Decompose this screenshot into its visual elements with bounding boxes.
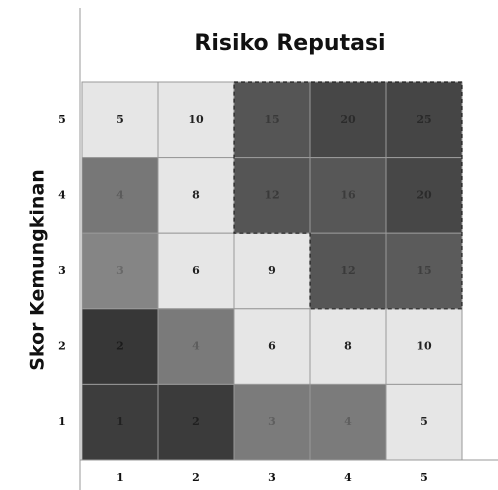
heatmap-cell bbox=[385, 308, 463, 385]
y-tick-label: 3 bbox=[58, 264, 66, 277]
heatmap-cell bbox=[157, 308, 235, 385]
cell-label: 10 bbox=[416, 340, 432, 353]
cell-label: 3 bbox=[268, 415, 276, 428]
cell-label: 2 bbox=[116, 340, 124, 353]
heatmap-cell bbox=[233, 308, 311, 385]
cell-label: 4 bbox=[116, 188, 124, 201]
heatmap-cell bbox=[157, 383, 235, 461]
heatmap-cell bbox=[157, 81, 235, 159]
cell-label: 2 bbox=[192, 415, 200, 428]
heatmap-cell bbox=[233, 232, 311, 310]
y-tick-label: 2 bbox=[58, 340, 66, 353]
y-tick-label: 1 bbox=[58, 415, 66, 428]
heatmap-cell bbox=[385, 383, 463, 461]
cell-label: 6 bbox=[192, 264, 200, 277]
heatmap-cell bbox=[309, 232, 387, 310]
cell-label: 12 bbox=[264, 188, 279, 201]
y-axis-title: Skor Kemungkinan bbox=[27, 169, 49, 371]
heatmap-cell bbox=[233, 383, 311, 461]
cell-label: 5 bbox=[420, 415, 428, 428]
heatmap-cell bbox=[81, 157, 159, 234]
cell-label: 8 bbox=[344, 340, 352, 353]
cell-label: 1 bbox=[116, 415, 124, 428]
cell-label: 15 bbox=[416, 264, 431, 277]
cell-label: 3 bbox=[116, 264, 124, 277]
cell-label: 4 bbox=[192, 340, 200, 353]
heatmap-cell bbox=[385, 232, 463, 310]
cell-label: 5 bbox=[116, 113, 124, 126]
heatmap-cell bbox=[385, 81, 463, 159]
cell-label: 20 bbox=[340, 113, 356, 126]
heatmap-cell bbox=[385, 157, 463, 234]
cell-label: 10 bbox=[188, 113, 204, 126]
heatmap-cell bbox=[81, 383, 159, 461]
cell-label: 12 bbox=[340, 264, 355, 277]
x-tick-label: 4 bbox=[344, 471, 352, 484]
cell-label: 9 bbox=[268, 264, 276, 277]
cell-label: 16 bbox=[340, 188, 356, 201]
chart-title: Risiko Reputasi bbox=[194, 31, 385, 56]
cell-label: 6 bbox=[268, 340, 276, 353]
cell-label: 4 bbox=[344, 415, 352, 428]
heatmap-cell bbox=[81, 81, 159, 159]
y-tick-label: 4 bbox=[58, 188, 66, 201]
x-tick-label: 1 bbox=[116, 471, 124, 484]
cell-label: 8 bbox=[192, 188, 200, 201]
cell-label: 25 bbox=[416, 113, 431, 126]
heatmap-cell bbox=[157, 157, 235, 234]
high-risk-outline bbox=[233, 81, 463, 310]
heatmap-cell bbox=[309, 81, 387, 159]
x-tick-label: 2 bbox=[192, 471, 200, 484]
cell-label: 20 bbox=[416, 188, 432, 201]
x-tick-label: 5 bbox=[420, 471, 428, 484]
cell-label: 15 bbox=[264, 113, 279, 126]
x-tick-label: 3 bbox=[268, 471, 276, 484]
heatmap-cell bbox=[309, 383, 387, 461]
y-tick-label: 5 bbox=[58, 113, 66, 126]
heatmap-cell bbox=[81, 232, 159, 310]
heatmap-cell bbox=[157, 232, 235, 310]
heatmap-cell bbox=[81, 308, 159, 385]
